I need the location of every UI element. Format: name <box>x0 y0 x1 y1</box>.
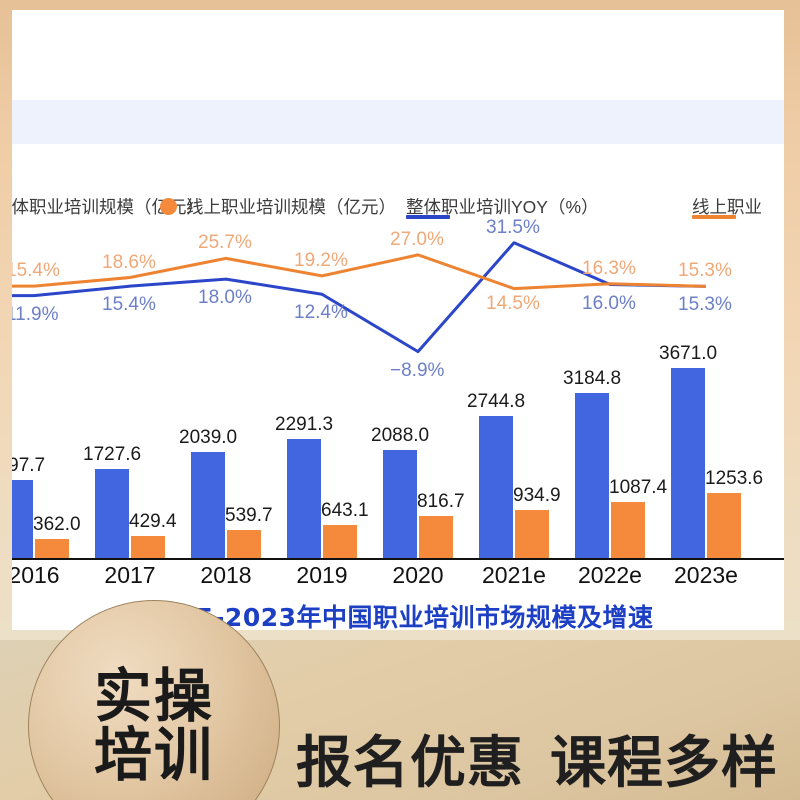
line-overall-yoy[interactable] <box>12 241 707 354</box>
bar-online-scale[interactable] <box>611 501 645 558</box>
legend-label: 线上职业培训规模（亿元） <box>186 197 396 217</box>
bar-group: 3184.8 1087.4 <box>563 228 667 558</box>
x-axis-tick-label: 2019 <box>296 562 348 588</box>
bar-group: 1497.7 362.0 <box>12 228 81 558</box>
legend-item-overall-scale[interactable]: 整体职业培训规模（亿元） <box>12 194 204 219</box>
line-point-label: 16.0% <box>582 292 636 314</box>
bar-value-label: 934.9 <box>513 484 561 506</box>
line-layer <box>12 241 707 354</box>
line-point-label: 15.3% <box>678 294 732 316</box>
x-axis-tick-label: 2017 <box>104 562 156 588</box>
line-point-label: 14.5% <box>486 292 540 314</box>
line-point-label: 15.4% <box>102 294 156 316</box>
legend-label: 整体职业培训规模（亿元） <box>12 197 204 217</box>
line-point-label: 16.3% <box>582 257 636 279</box>
legend-item-online-yoy[interactable]: 线上职业 <box>692 194 762 219</box>
x-axis-baseline <box>12 558 784 560</box>
bar-group: 2744.8 934.9 <box>467 228 561 558</box>
bar-value-label: 1727.6 <box>83 443 142 465</box>
x-axis-tick-label: 2022e <box>578 562 642 588</box>
slogan-right: 课程多样 <box>550 731 778 796</box>
legend-line-icon <box>692 215 736 219</box>
bar-value-label: 3184.8 <box>563 368 622 390</box>
line-point-label: 18.6% <box>102 251 156 273</box>
bar-value-label: 2088.0 <box>371 424 430 446</box>
x-axis-tick-label: 2018 <box>200 562 252 588</box>
x-axis-tick-label: 2021e <box>482 562 546 588</box>
slogan-left: 报名优惠 <box>296 731 524 796</box>
bar-value-label: 539.7 <box>225 505 273 527</box>
legend-item-online-scale[interactable]: 线上职业培训规模（亿元） <box>160 194 396 219</box>
bar-value-label: 1497.7 <box>12 455 46 477</box>
bar-overall-scale[interactable] <box>12 480 33 558</box>
badge-shi-cao-pei-xun[interactable]: 实操 培训 <box>28 600 280 800</box>
bar-value-label: 3671.0 <box>659 343 718 364</box>
legend-line-icon <box>406 215 450 219</box>
line-point-label: 11.9% <box>12 303 59 325</box>
bar-group: 2039.0 539.7 <box>179 228 273 558</box>
bar-online-scale[interactable] <box>515 509 549 558</box>
promo-slogan: 报名优惠 课程多样 <box>296 718 778 799</box>
bar-value-label: 643.1 <box>321 499 369 521</box>
bar-overall-scale[interactable] <box>575 393 609 558</box>
bar-online-scale[interactable] <box>419 515 453 558</box>
decorative-blue-band <box>12 100 784 144</box>
bar-group: 2291.3 643.1 <box>275 228 369 558</box>
bar-overall-scale[interactable] <box>383 449 417 558</box>
bar-value-label: 362.0 <box>33 514 81 536</box>
bar-overall-scale[interactable] <box>287 439 321 558</box>
line-point-label: 18.0% <box>198 287 252 309</box>
badge-line-1: 实操 <box>93 661 214 730</box>
legend-label: 整体职业培训YOY（%） <box>406 197 599 217</box>
bar-online-scale[interactable] <box>227 530 261 558</box>
bar-value-label: 429.4 <box>129 510 177 532</box>
x-axis-tick-label: 2020 <box>392 562 444 588</box>
bar-online-scale[interactable] <box>323 524 357 558</box>
bar-value-label: 2744.8 <box>467 390 526 412</box>
bar-group: 3671.0 1253.6 <box>659 228 763 558</box>
line-point-label: 25.7% <box>198 232 252 254</box>
legend-label: 线上职业 <box>692 197 762 217</box>
x-axis-tick-label: 2023e <box>674 562 738 588</box>
chart-legend: 整体职业培训规模（亿元） 线上职业培训规模（亿元） 整体职业培训YOY（%） 线… <box>12 192 784 222</box>
bar-overall-scale[interactable] <box>671 368 705 558</box>
plot-area: 1497.7 362.0 1727.6 429.4 2039.0 539.7 2291.3 6… <box>12 217 784 560</box>
bar-online-scale[interactable] <box>131 535 165 558</box>
line-point-label: 19.2% <box>294 249 348 271</box>
chart-card: 整体职业培训规模（亿元） 线上职业培训规模（亿元） 整体职业培训YOY（%） 线… <box>12 10 784 630</box>
legend-item-overall-yoy[interactable]: 整体职业培训YOY（%） <box>406 194 599 219</box>
bar-overall-scale[interactable] <box>95 468 129 558</box>
bar-value-label: 816.7 <box>417 490 465 512</box>
line-point-label: 31.5% <box>486 216 540 238</box>
bar-group: 2088.0 816.7 <box>371 228 465 558</box>
bar-overall-scale[interactable] <box>191 452 225 558</box>
line-point-label: 15.3% <box>678 260 732 282</box>
x-axis-tick-labels: 2016 2017 2018 2019 2020 2021e 2022e 2023e <box>12 562 784 596</box>
bar-value-label: 1253.6 <box>705 468 764 490</box>
bar-online-scale[interactable] <box>35 539 69 558</box>
bar-layer: 1497.7 362.0 1727.6 429.4 2039.0 539.7 2291.3 6… <box>12 228 784 558</box>
bar-overall-scale[interactable] <box>479 415 513 558</box>
line-point-label: 27.0% <box>390 228 444 250</box>
line-point-label: −8.9% <box>390 359 445 381</box>
promo-banner: 实操 培训 报名优惠 课程多样 <box>0 600 800 800</box>
badge-line-2: 培训 <box>93 721 214 789</box>
bar-value-label: 2039.0 <box>179 427 238 449</box>
line-point-label: 12.4% <box>294 302 348 324</box>
bar-value-label: 2291.3 <box>275 414 334 436</box>
bar-online-scale[interactable] <box>707 493 741 558</box>
bar-value-label: 1087.4 <box>609 476 668 498</box>
legend-dot-icon <box>160 198 177 215</box>
x-axis-tick-label: 2016 <box>12 562 60 588</box>
line-online-yoy[interactable] <box>12 253 707 291</box>
line-point-label: 15.4% <box>12 260 60 282</box>
bar-group: 1727.6 429.4 <box>83 228 177 558</box>
